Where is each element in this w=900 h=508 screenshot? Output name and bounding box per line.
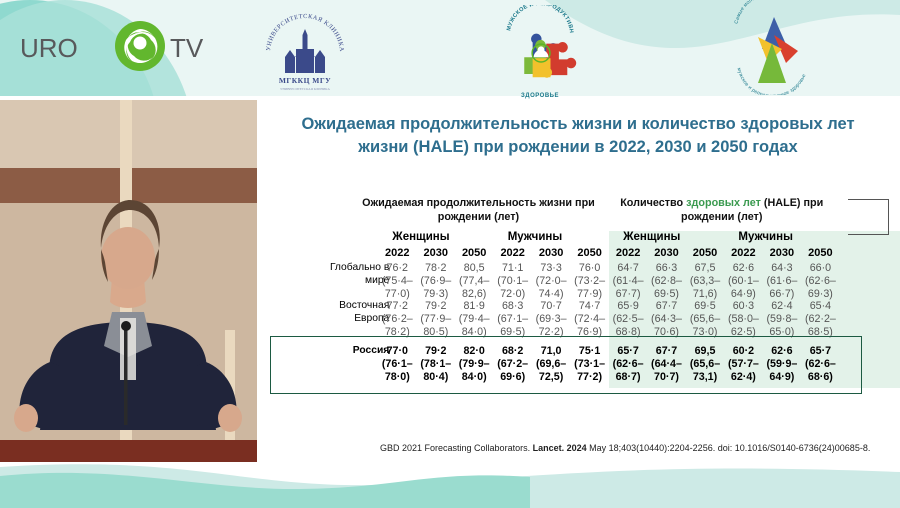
svg-text:МГККЦ МГУ: МГККЦ МГУ bbox=[279, 76, 331, 85]
svg-text:Самые молодые умрите: Самые молодые умрите bbox=[734, 0, 785, 24]
svg-text:TV: TV bbox=[170, 33, 204, 63]
svg-text:УНИВЕРСИТЕТСКАЯ КЛИНИКА: УНИВЕРСИТЕТСКАЯ КЛИНИКА bbox=[280, 87, 330, 91]
svg-text:МУЖСКОЕ И РЕПРОДУКТИВНОЕ: МУЖСКОЕ И РЕПРОДУКТИВНОЕ bbox=[490, 5, 574, 34]
svg-text:URO: URO bbox=[20, 33, 78, 63]
svg-text:ЗДОРОВЬЕ: ЗДОРОВЬЕ bbox=[521, 93, 559, 99]
